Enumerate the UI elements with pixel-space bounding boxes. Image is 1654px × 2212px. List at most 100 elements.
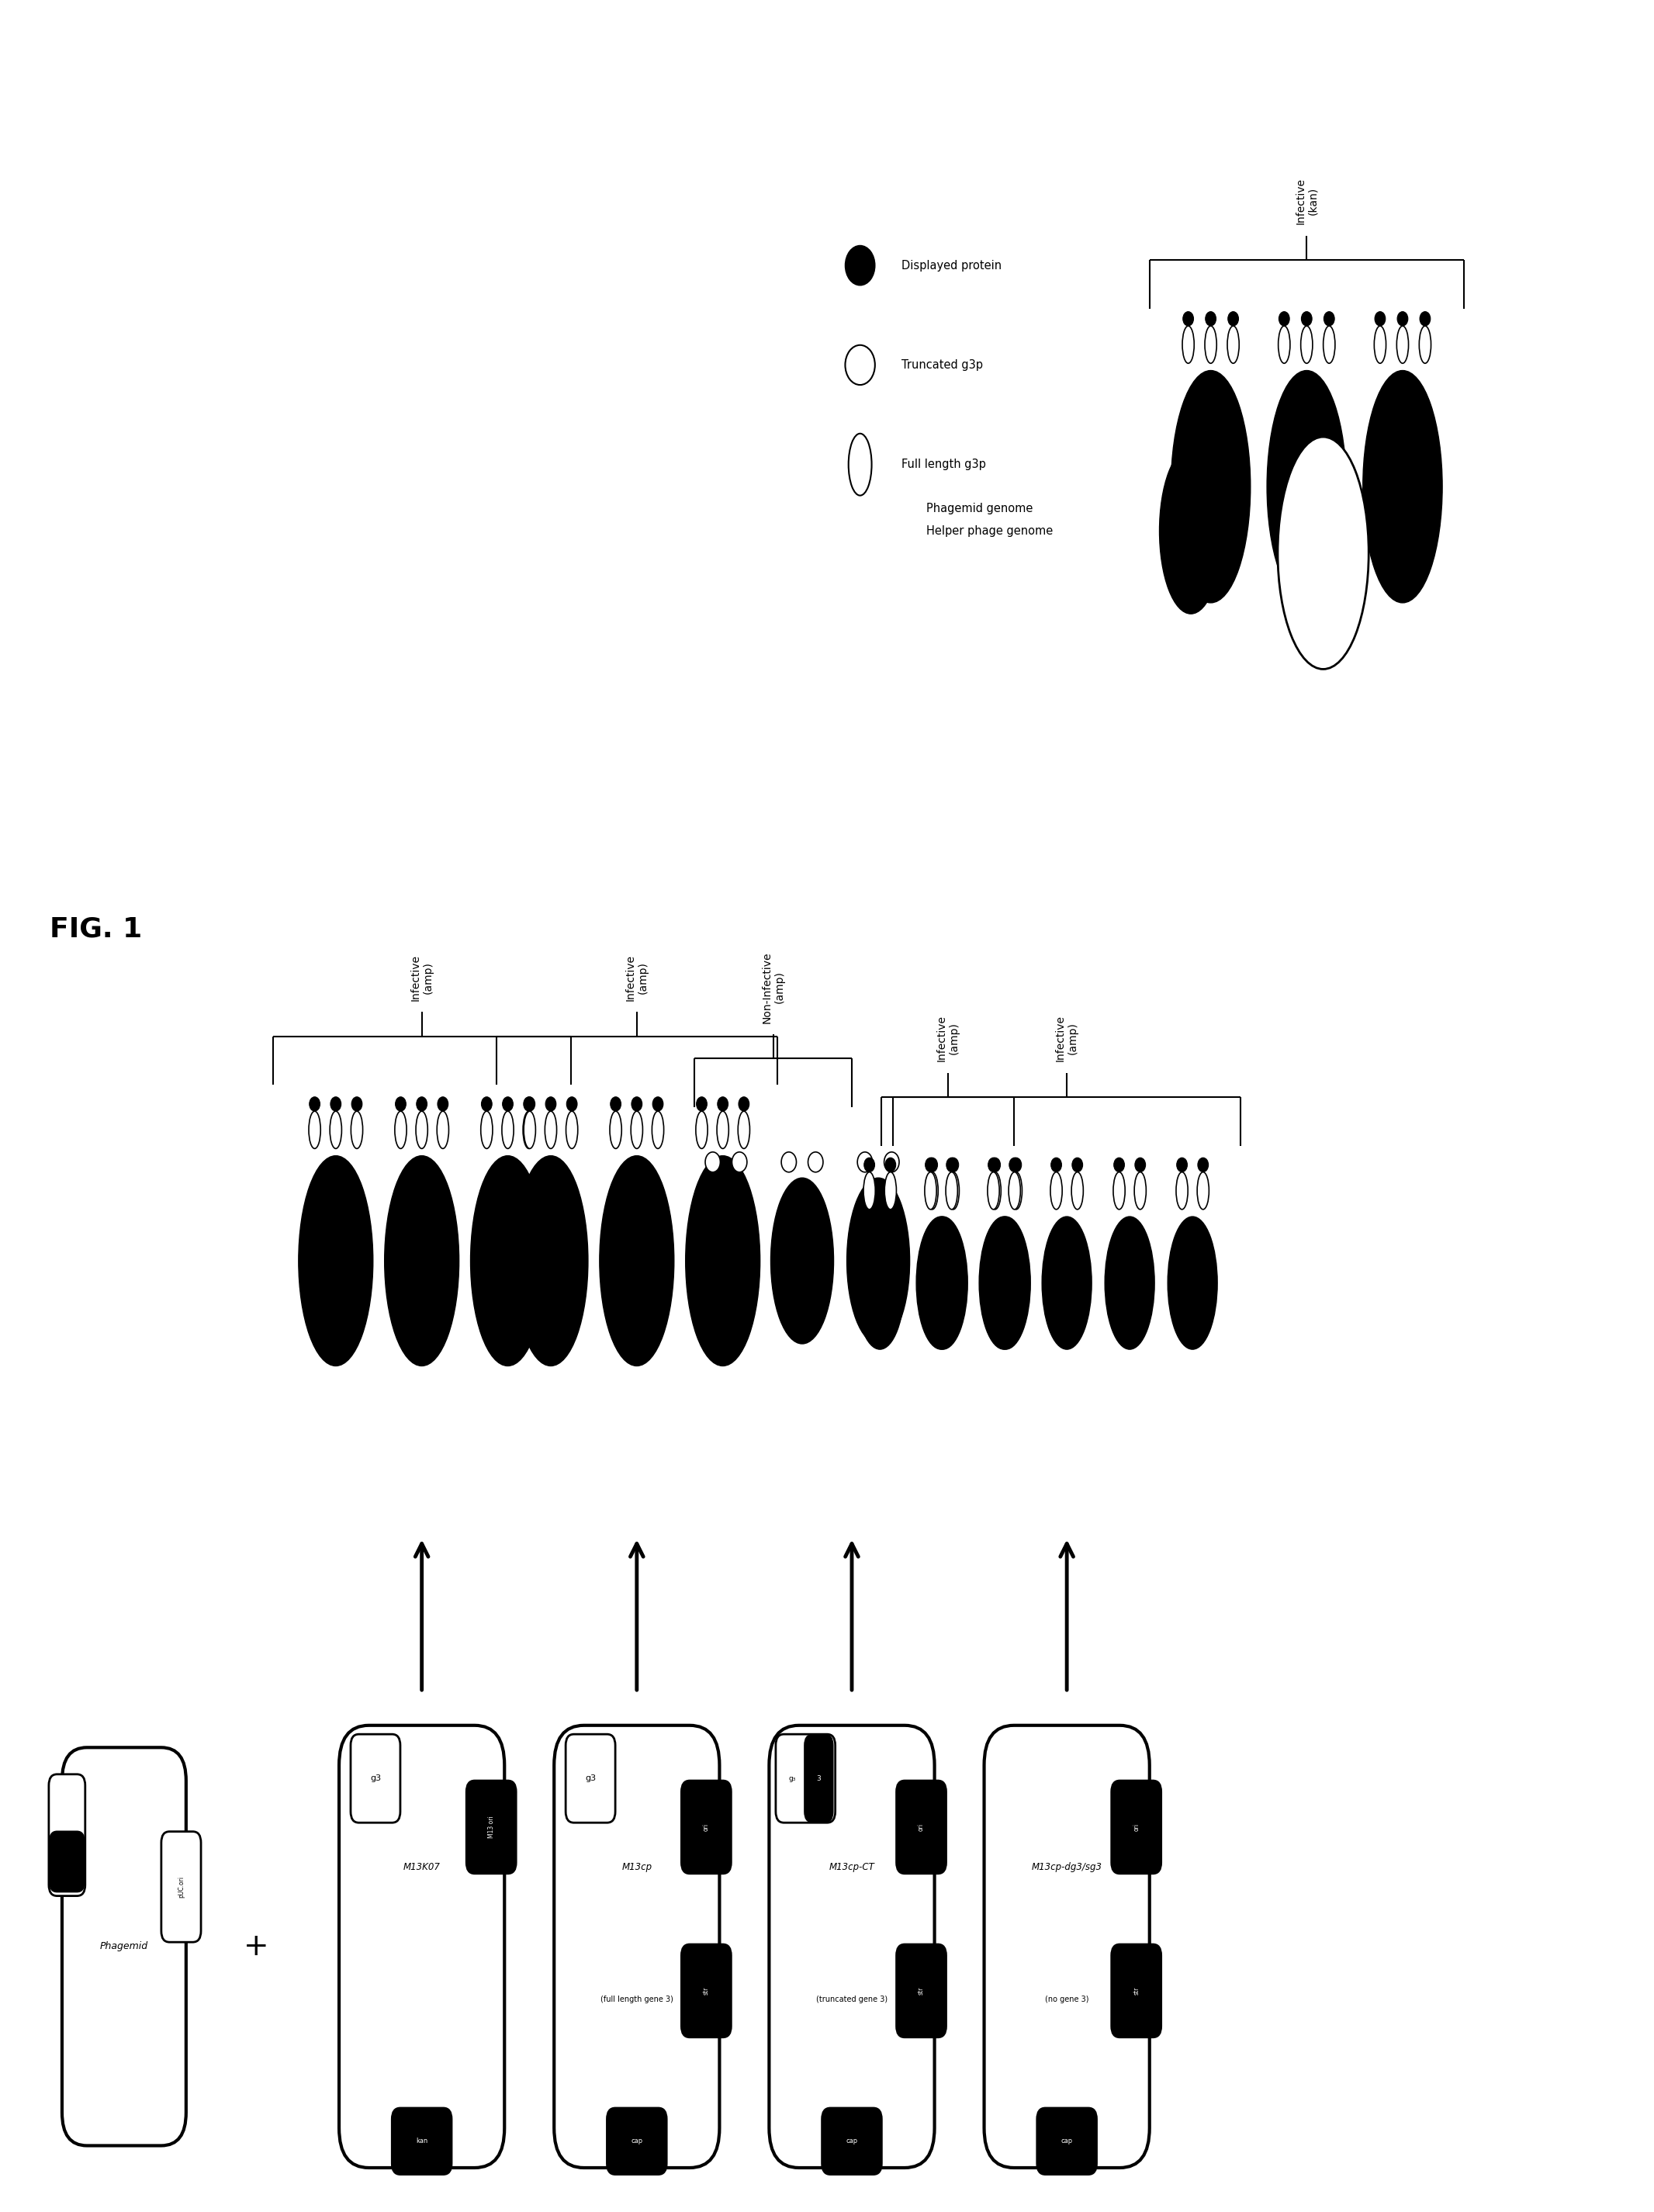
FancyBboxPatch shape	[50, 1832, 86, 1893]
FancyBboxPatch shape	[160, 1832, 202, 1942]
Circle shape	[845, 246, 875, 285]
Text: str: str	[918, 1986, 925, 1995]
Ellipse shape	[309, 1110, 321, 1148]
Ellipse shape	[1374, 325, 1386, 363]
Text: kan: kan	[415, 2137, 428, 2146]
Ellipse shape	[1191, 427, 1231, 546]
Circle shape	[718, 1097, 728, 1110]
FancyBboxPatch shape	[896, 1944, 946, 2037]
Ellipse shape	[849, 434, 872, 495]
Text: Infective
(amp): Infective (amp)	[1055, 1015, 1078, 1062]
FancyBboxPatch shape	[351, 1734, 400, 1823]
Ellipse shape	[544, 1110, 557, 1148]
Ellipse shape	[1287, 427, 1327, 546]
Ellipse shape	[513, 1155, 589, 1365]
Circle shape	[1072, 1157, 1083, 1172]
Text: Phagemid genome: Phagemid genome	[926, 502, 1032, 515]
Circle shape	[309, 1097, 319, 1110]
Ellipse shape	[470, 1155, 546, 1365]
Circle shape	[925, 1157, 936, 1172]
Ellipse shape	[1363, 372, 1442, 602]
Circle shape	[845, 345, 875, 385]
Circle shape	[1176, 1157, 1188, 1172]
Text: ori: ori	[1133, 1823, 1140, 1832]
Ellipse shape	[696, 1110, 708, 1148]
Circle shape	[1374, 312, 1386, 325]
Ellipse shape	[395, 1110, 407, 1148]
Circle shape	[1009, 1157, 1021, 1172]
Ellipse shape	[926, 1172, 938, 1210]
Ellipse shape	[1159, 447, 1222, 615]
Circle shape	[546, 1097, 556, 1110]
Ellipse shape	[351, 1110, 362, 1148]
Ellipse shape	[918, 1217, 968, 1349]
Ellipse shape	[916, 1217, 966, 1349]
Ellipse shape	[1171, 372, 1250, 602]
Circle shape	[1227, 312, 1239, 325]
Circle shape	[1011, 1157, 1022, 1172]
Text: Infective
(amp): Infective (amp)	[625, 953, 648, 1000]
FancyBboxPatch shape	[554, 1725, 719, 2168]
Circle shape	[1323, 312, 1335, 325]
Ellipse shape	[384, 1155, 460, 1365]
Ellipse shape	[1300, 325, 1313, 363]
Circle shape	[1113, 1157, 1125, 1172]
Circle shape	[809, 1152, 824, 1172]
Circle shape	[1050, 1157, 1062, 1172]
Ellipse shape	[599, 1155, 675, 1365]
Ellipse shape	[566, 1110, 577, 1148]
Text: Infective
(amp): Infective (amp)	[410, 953, 433, 1000]
Ellipse shape	[1183, 325, 1194, 363]
Ellipse shape	[299, 1155, 374, 1365]
FancyBboxPatch shape	[1111, 1944, 1161, 2037]
Ellipse shape	[716, 1110, 729, 1148]
Circle shape	[987, 1157, 999, 1172]
Ellipse shape	[1050, 1172, 1062, 1210]
Circle shape	[1302, 312, 1312, 325]
Text: Displayed protein: Displayed protein	[901, 259, 1002, 272]
Text: Infective
(amp): Infective (amp)	[936, 1015, 959, 1062]
Ellipse shape	[847, 1177, 910, 1343]
Text: ori: ori	[918, 1823, 925, 1832]
Ellipse shape	[501, 1110, 514, 1148]
Ellipse shape	[946, 1172, 958, 1210]
Ellipse shape	[948, 1172, 959, 1210]
Ellipse shape	[1105, 1217, 1154, 1349]
Ellipse shape	[1197, 1172, 1209, 1210]
Text: g3: g3	[63, 1829, 71, 1840]
Ellipse shape	[524, 1110, 536, 1148]
Circle shape	[705, 1152, 719, 1172]
Ellipse shape	[685, 1155, 761, 1365]
Ellipse shape	[1072, 1172, 1083, 1210]
Text: cap: cap	[845, 2137, 858, 2146]
Circle shape	[567, 1097, 577, 1110]
Text: Helper phage genome: Helper phage genome	[926, 524, 1054, 538]
Text: ori: ori	[703, 1823, 710, 1832]
Text: M13cp: M13cp	[622, 1863, 652, 1871]
FancyBboxPatch shape	[392, 2108, 452, 2174]
Ellipse shape	[885, 1172, 896, 1210]
Ellipse shape	[979, 1217, 1029, 1349]
Ellipse shape	[1383, 427, 1422, 546]
FancyBboxPatch shape	[769, 1725, 935, 2168]
Circle shape	[1197, 1157, 1209, 1172]
FancyBboxPatch shape	[984, 1725, 1150, 2168]
Circle shape	[1206, 312, 1216, 325]
Ellipse shape	[415, 1110, 428, 1148]
Ellipse shape	[1279, 325, 1290, 363]
Ellipse shape	[1396, 325, 1409, 363]
Ellipse shape	[1168, 1217, 1217, 1349]
FancyBboxPatch shape	[607, 2108, 667, 2174]
Text: M13K07: M13K07	[404, 1863, 440, 1871]
Ellipse shape	[1277, 438, 1370, 668]
Ellipse shape	[989, 1172, 1001, 1210]
Ellipse shape	[523, 1110, 534, 1148]
Ellipse shape	[1323, 325, 1335, 363]
Text: Truncated g3p: Truncated g3p	[901, 358, 982, 372]
Ellipse shape	[987, 1172, 999, 1210]
Text: M13cp-CT: M13cp-CT	[829, 1863, 875, 1871]
Ellipse shape	[1267, 372, 1346, 602]
Ellipse shape	[1419, 325, 1431, 363]
FancyBboxPatch shape	[339, 1725, 504, 2168]
Ellipse shape	[1176, 1172, 1188, 1210]
